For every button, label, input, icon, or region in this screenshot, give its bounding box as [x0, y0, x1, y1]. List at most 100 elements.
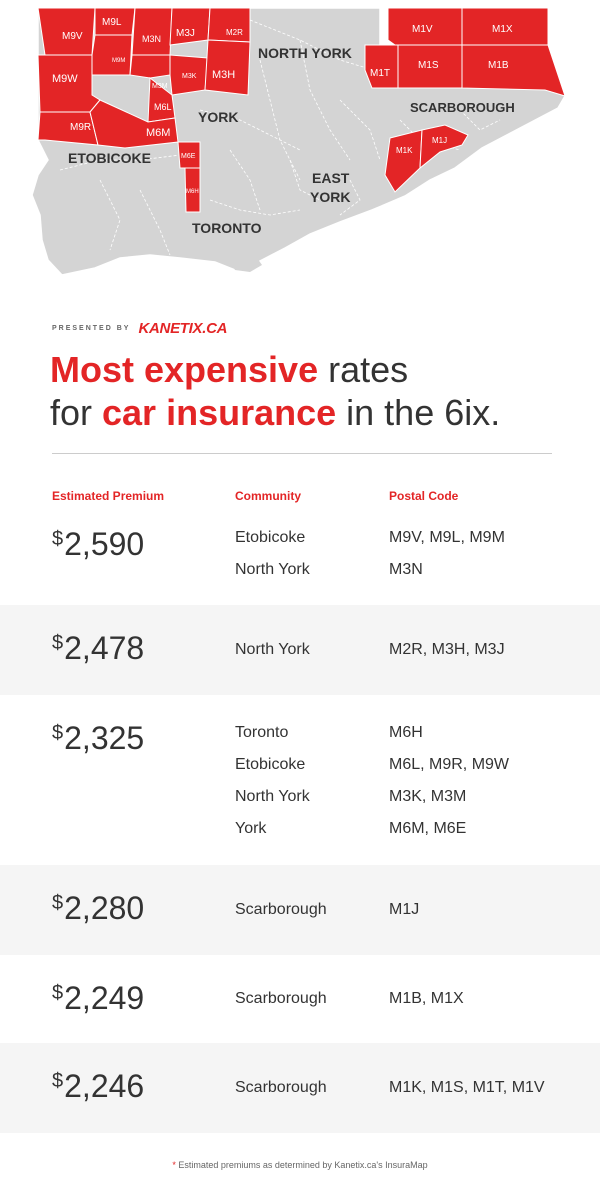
- presented-by: PRESENTED BY KANETIX.CA: [52, 320, 227, 337]
- postal-list: M9V, M9L, M9M M3N: [389, 522, 505, 586]
- community-name: Scarborough: [235, 901, 327, 918]
- highlight-west: [37, 7, 251, 213]
- area-m6h: [184, 167, 201, 213]
- table-row: $2,478 North York M2R, M3H, M3J: [0, 605, 600, 695]
- community-name: Etobicoke: [235, 529, 306, 546]
- headline: Most expensive rates for car insurance i…: [50, 348, 570, 434]
- postal-codes: M6H: [389, 724, 423, 741]
- community-name: North York: [235, 561, 310, 578]
- currency-symbol: $: [52, 632, 64, 654]
- district-borders: [59, 19, 501, 256]
- postal-codes: M9V, M9L, M9M: [389, 529, 505, 546]
- postal-codes: M1B, M1X: [389, 990, 464, 1007]
- premium-price: $2,590: [52, 526, 144, 563]
- community-list: Scarborough: [235, 983, 327, 1015]
- premium-value: 2,325: [64, 720, 145, 756]
- pc-m9m: M9M: [112, 58, 125, 64]
- premium-price: $2,249: [52, 980, 144, 1017]
- col-head-premium: Estimated Premium: [52, 489, 165, 503]
- community-name: North York: [235, 788, 310, 805]
- premium-value: 2,280: [64, 890, 145, 926]
- premium-price: $2,280: [52, 890, 144, 927]
- toronto-island: [228, 250, 262, 272]
- region-scarborough: SCARBOROUGH: [410, 100, 515, 115]
- postal-codes: M1K, M1S, M1T, M1V: [389, 1079, 545, 1096]
- area-m3k: [169, 54, 209, 96]
- headline-line-1: Most expensive rates: [50, 348, 570, 391]
- postal-codes: M3N: [389, 561, 423, 578]
- postal-list: M6H M6L, M9R, M9W M3K, M3M M6M, M6E: [389, 717, 509, 845]
- pc-m1s: M1S: [418, 60, 439, 71]
- community-name: Toronto: [235, 724, 289, 741]
- presented-by-text: PRESENTED BY: [52, 325, 131, 332]
- community-list: Scarborough: [235, 1072, 327, 1104]
- premium-value: 2,590: [64, 526, 145, 562]
- table-row: $2,325 Toronto Etobicoke North York York…: [0, 695, 600, 865]
- kanetix-logo: KANETIX.CA: [138, 320, 228, 337]
- table-row: $2,249 Scarborough M1B, M1X: [0, 955, 600, 1043]
- pc-m3j: M3J: [176, 28, 195, 39]
- area-m9r: [37, 111, 99, 146]
- postal-codes: M3K, M3M: [389, 788, 467, 805]
- col-head-community: Community: [235, 489, 301, 503]
- pc-m3k: M3K: [182, 73, 197, 80]
- region-york: YORK: [198, 109, 238, 125]
- area-m1b: [461, 44, 566, 97]
- postal-codes: M6L, M9R, M9W: [389, 756, 510, 773]
- area-m9m: [91, 34, 133, 76]
- community-list: North York: [235, 634, 310, 666]
- postal-list: M1B, M1X: [389, 983, 464, 1015]
- premium-value: 2,249: [64, 980, 145, 1016]
- area-m3j: [169, 7, 211, 46]
- currency-symbol: $: [52, 892, 64, 914]
- region-north-york: NORTH YORK: [258, 45, 352, 61]
- headline-highlight-1: Most expensive: [50, 349, 319, 390]
- region-etobicoke: ETOBICOKE: [68, 150, 151, 166]
- region-east-york: EAST YORK: [310, 170, 350, 205]
- community-list: Scarborough: [235, 894, 327, 926]
- footnote-star: *: [172, 1160, 176, 1170]
- headline-text-1: rates: [318, 349, 409, 390]
- pc-m9v: M9V: [62, 31, 83, 42]
- currency-symbol: $: [52, 982, 64, 1004]
- postal-codes: M6M, M6E: [389, 820, 467, 837]
- headline-line-2: for car insurance in the 6ix.: [50, 391, 570, 434]
- currency-symbol: $: [52, 1070, 64, 1092]
- pc-m6h: M6H: [186, 189, 199, 195]
- community-name: Scarborough: [235, 1079, 327, 1096]
- pc-m1t: M1T: [370, 68, 390, 79]
- pc-m9r: M9R: [70, 122, 91, 133]
- col-head-postal: Postal Code: [389, 489, 459, 503]
- pc-m1b: M1B: [488, 60, 509, 71]
- highlight-east: [364, 7, 566, 193]
- pc-m1k: M1K: [396, 146, 413, 155]
- headline-highlight-2: car insurance: [102, 392, 337, 433]
- footnote: * Estimated premiums as determined by Ka…: [0, 1160, 600, 1170]
- table-row: $2,280 Scarborough M1J: [0, 865, 600, 955]
- community-name: York: [235, 820, 267, 837]
- area-m3n: [131, 7, 173, 56]
- area-m3h: [204, 39, 251, 96]
- pc-m1x: M1X: [492, 24, 513, 35]
- pc-m1v: M1V: [412, 24, 433, 35]
- region-toronto: TORONTO: [192, 220, 262, 236]
- divider: [52, 453, 552, 454]
- premium-price: $2,246: [52, 1068, 144, 1105]
- community-name: Scarborough: [235, 990, 327, 1007]
- postal-list: M2R, M3H, M3J: [389, 634, 505, 666]
- pc-m6m: M6M: [146, 127, 170, 139]
- pc-m6e: M6E: [181, 153, 196, 160]
- postal-list: M1K, M1S, M1T, M1V: [389, 1072, 545, 1104]
- pc-m6l: M6L: [154, 102, 172, 112]
- postal-codes: M2R, M3H, M3J: [389, 641, 505, 658]
- premium-price: $2,325: [52, 720, 144, 757]
- pc-m9l: M9L: [102, 17, 122, 28]
- footnote-text: Estimated premiums as determined by Kane…: [175, 1160, 428, 1170]
- postal-list: M1J: [389, 894, 419, 926]
- postal-codes: M1J: [389, 901, 420, 918]
- headline-text-2a: for: [50, 392, 103, 433]
- community-list: Etobicoke North York: [235, 522, 310, 586]
- pc-m9w: M9W: [52, 73, 78, 85]
- headline-text-2b: in the 6ix.: [336, 392, 501, 433]
- pc-m3m: M3M: [152, 83, 168, 90]
